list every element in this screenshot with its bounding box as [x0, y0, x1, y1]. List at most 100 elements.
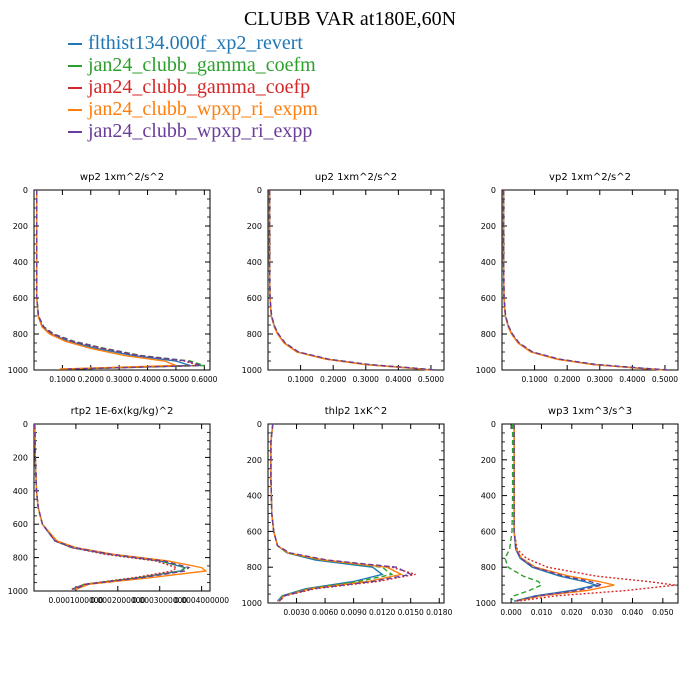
y-tick-label: 800: [247, 330, 262, 339]
y-tick-label: 800: [13, 554, 28, 563]
x-tick-label: 0.0090: [340, 608, 366, 617]
legend-label: jan24_clubb_gamma_coefp: [88, 76, 311, 98]
x-tick-label: 0.4000: [134, 375, 160, 384]
series-line-5: [268, 190, 435, 371]
series-line-2: [504, 424, 543, 602]
series-line-1: [268, 190, 432, 371]
y-tick-label: 400: [247, 492, 262, 501]
y-tick-label: 400: [13, 258, 28, 267]
subplot-3: vp2 1xm^2/s^2 0 200 400 600 800 1000 0.1000 0.20…: [476, 172, 679, 384]
y-tick-label: 1000: [476, 366, 496, 375]
x-tick-label: 0.5000: [418, 375, 444, 384]
legend-label: flthist134.000f_xp2_revert: [88, 32, 303, 54]
series-line-4: [34, 423, 208, 590]
subplot-title: wp3 1xm^3/s^3: [548, 406, 632, 417]
x-tick-label: 0.1000: [521, 375, 547, 384]
y-tick-label: 1000: [8, 366, 28, 375]
series-line-5: [502, 190, 669, 371]
x-tick-label: 0.020: [561, 608, 583, 617]
y-tick-label: 0: [257, 186, 262, 195]
series-line-4: [268, 190, 432, 371]
plot-frame: [33, 423, 211, 592]
x-tick-label: 0.3000: [106, 375, 132, 384]
series-line-2: [268, 190, 435, 371]
y-tick-label: 400: [481, 492, 496, 501]
series-line-4: [502, 190, 666, 371]
x-tick-label: 0.030: [591, 608, 613, 617]
x-tick-label: 0.0120: [369, 608, 395, 617]
x-tick-label: 0.0001000000: [48, 596, 103, 605]
legend-line: [68, 43, 82, 46]
subplot-4: rtp2 1E-6x(kg/kg)^2 0 200 400 600 800 1000 0.00…: [8, 406, 230, 605]
series-line-3: [36, 190, 199, 370]
legend-item: jan24_clubb_gamma_coefm: [68, 54, 318, 76]
x-tick-label: 0.0180: [426, 608, 452, 617]
y-tick-label: 0: [491, 186, 496, 195]
y-tick-label: 0: [23, 186, 28, 195]
y-tick-label: 400: [481, 258, 496, 267]
series-line-1: [270, 423, 384, 602]
x-tick-label: 0.6000: [191, 375, 217, 384]
y-tick-label: 200: [481, 222, 496, 231]
x-tick-label: 0.0004000000: [174, 596, 229, 605]
y-tick-label: 600: [13, 294, 28, 303]
legend-label: jan24_clubb_wpxp_ri_expp: [88, 120, 313, 142]
y-tick-label: 0: [23, 420, 28, 429]
y-tick-label: 200: [13, 453, 28, 462]
legend-label: jan24_clubb_gamma_coefm: [88, 54, 316, 76]
y-tick-label: 600: [247, 527, 262, 536]
y-tick-label: 1000: [242, 599, 262, 608]
y-tick-label: 600: [247, 294, 262, 303]
legend-line: [68, 65, 82, 68]
series-line-2: [502, 190, 669, 371]
y-tick-label: 800: [481, 330, 496, 339]
series-line-5: [270, 423, 413, 602]
series-line-3: [34, 423, 178, 590]
legend-item: jan24_clubb_wpxp_ri_expp: [68, 120, 318, 142]
y-tick-label: 1000: [242, 366, 262, 375]
series-line-4: [513, 424, 615, 602]
x-tick-label: 0.2000: [320, 375, 346, 384]
plot-frame: [501, 189, 679, 371]
series-line-5: [34, 423, 191, 590]
x-tick-label: 0.1000: [287, 375, 313, 384]
series-line-2: [270, 423, 394, 602]
y-tick-label: 1000: [8, 587, 28, 596]
subplot-1: wp2 1xm^2/s^2 0 200 400 600 800 1000 0.1000 0.20…: [8, 172, 218, 384]
x-tick-label: 0.4000: [385, 375, 411, 384]
y-tick-label: 800: [247, 563, 262, 572]
x-tick-label: 0.0003000000: [132, 596, 187, 605]
series-line-5: [36, 190, 202, 370]
plot-frame: [267, 189, 445, 371]
subplot-title: rtp2 1E-6x(kg/kg)^2: [71, 406, 174, 417]
series-line-1: [513, 424, 599, 602]
legend-label: jan24_clubb_wpxp_ri_expm: [88, 98, 318, 120]
subplot-5: thlp2 1xK^2 0 200 400 600 800 1000 0.0030 0.0060…: [242, 406, 453, 617]
series-line-2: [36, 190, 205, 370]
series-line-1: [502, 190, 666, 371]
legend-item: jan24_clubb_wpxp_ri_expm: [68, 98, 318, 120]
x-tick-label: 0.1000: [49, 375, 75, 384]
y-tick-label: 800: [13, 330, 28, 339]
x-tick-label: 0.5000: [163, 375, 189, 384]
legend-line: [68, 109, 82, 112]
subplot-title: thlp2 1xK^2: [325, 406, 388, 417]
plot-frame: [267, 423, 445, 604]
y-tick-label: 600: [481, 527, 496, 536]
subplot-6: wp3 1xm^3/s^3 0 200 400 600 800 1000 0.000 0.010…: [476, 406, 679, 617]
x-tick-label: 0.2000: [78, 375, 104, 384]
x-tick-label: 0.050: [652, 608, 674, 617]
x-tick-label: 0.0060: [312, 608, 338, 617]
y-tick-label: 400: [247, 258, 262, 267]
subplot-title: vp2 1xm^2/s^2: [549, 172, 631, 183]
y-tick-label: 600: [13, 520, 28, 529]
y-tick-label: 200: [13, 222, 28, 231]
series-line-3: [502, 190, 667, 371]
x-tick-label: 0.3000: [353, 375, 379, 384]
plot-frame: [501, 423, 679, 604]
legend-item: jan24_clubb_gamma_coefp: [68, 76, 318, 98]
series-line-2: [34, 423, 188, 590]
x-tick-label: 0.010: [531, 608, 553, 617]
